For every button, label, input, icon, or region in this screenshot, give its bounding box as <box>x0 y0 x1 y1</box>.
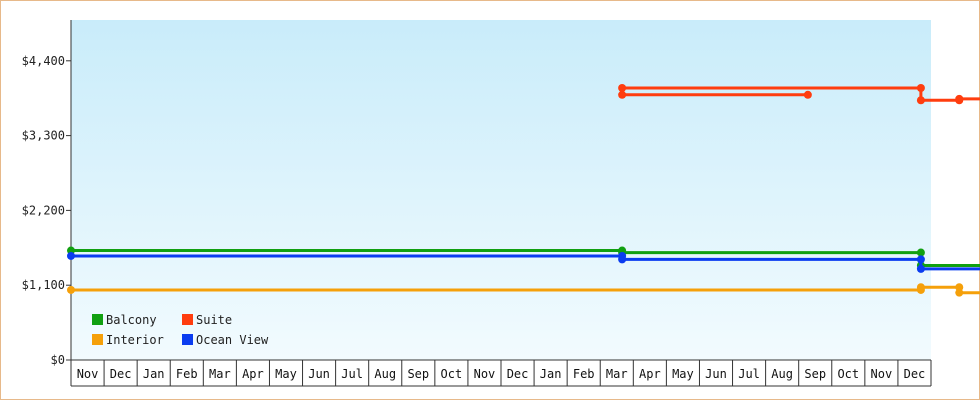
series-point <box>955 94 964 103</box>
legend: Balcony Suite Interior Ocean View <box>92 313 269 347</box>
x-month-label: Feb <box>176 367 198 381</box>
legend-swatch <box>92 314 103 325</box>
x-month-label: Oct <box>441 367 463 381</box>
x-month-label: Dec <box>904 367 926 381</box>
x-month-label: Jun <box>308 367 330 381</box>
x-month-label: Nov <box>474 367 496 381</box>
x-month-label: Sep <box>407 367 429 381</box>
x-month-label: Jan <box>143 367 165 381</box>
x-month-label: Aug <box>771 367 793 381</box>
series-point <box>618 90 627 99</box>
series-point <box>916 84 925 92</box>
series-point <box>803 90 812 99</box>
x-month-label: Dec <box>507 367 529 381</box>
y-axis: $0 $1,100 $2,200 $3,300 $4,400 <box>22 20 72 367</box>
series-point <box>916 264 925 273</box>
series-point <box>67 251 75 260</box>
series-group <box>67 84 980 297</box>
y-tick-label: $3,300 <box>22 129 65 143</box>
x-month-label: Nov <box>77 367 99 381</box>
y-tick-label: $2,200 <box>22 203 65 217</box>
legend-swatch <box>182 314 193 325</box>
x-month-label: Apr <box>639 367 661 381</box>
legend-swatch <box>182 334 193 345</box>
x-month-label: Mar <box>209 367 231 381</box>
series-point <box>916 248 925 257</box>
x-month-label: Apr <box>242 367 264 381</box>
legend-entry: Ocean View <box>196 333 269 347</box>
x-month-label: Jun <box>705 367 727 381</box>
y-tick-label: $0 <box>51 353 65 367</box>
legend-entry: Balcony <box>106 313 157 327</box>
series-point <box>67 285 75 294</box>
x-month-label: Mar <box>606 367 628 381</box>
x-month-label: Jul <box>738 367 760 381</box>
y-tick-label: $1,100 <box>22 278 65 292</box>
x-axis: Nov Dec Jan Feb Mar Apr May Jun Jul Aug Sep Oct Nov D… <box>70 359 932 387</box>
plot-area <box>71 20 931 360</box>
x-month-label: May <box>672 367 694 381</box>
legend-entry: Suite <box>196 313 232 327</box>
x-month-label: Oct <box>837 367 859 381</box>
x-month-label: Nov <box>871 367 893 381</box>
series-point <box>955 288 964 297</box>
x-month-label: May <box>275 367 297 381</box>
x-month-label: Jul <box>341 367 363 381</box>
series-point <box>618 84 627 92</box>
series-point <box>916 96 925 105</box>
x-month-label: Aug <box>374 367 396 381</box>
series-point <box>916 283 925 292</box>
series-point <box>618 255 627 264</box>
series-point <box>916 255 925 264</box>
x-month-label: Dec <box>110 367 132 381</box>
x-month-label: Sep <box>804 367 826 381</box>
x-month-label: Jan <box>540 367 562 381</box>
legend-swatch <box>92 334 103 345</box>
y-tick-label: $4,400 <box>22 54 65 68</box>
legend-entry: Interior <box>106 333 164 347</box>
x-month-label: Feb <box>573 367 595 381</box>
